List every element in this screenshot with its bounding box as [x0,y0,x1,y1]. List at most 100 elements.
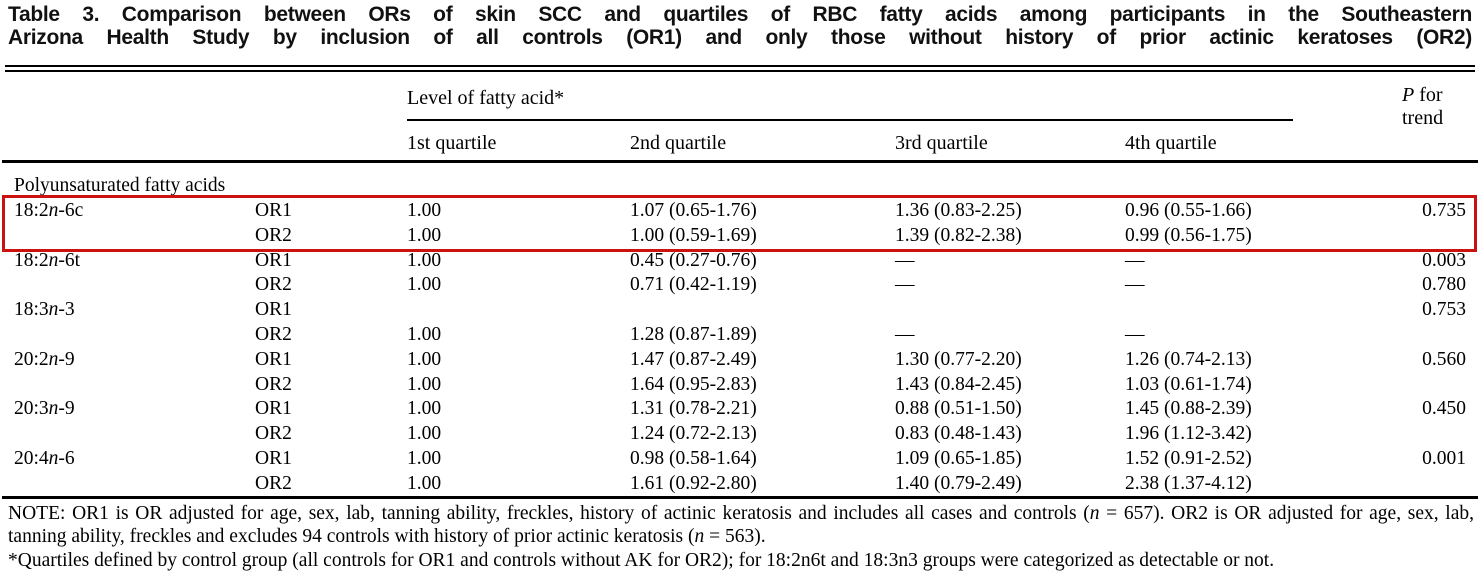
table-row: OR2 1.00 1.28 (0.87-1.89) — — [14,323,1466,348]
or-model-label: OR1 [255,398,292,420]
quartile-2-or-value: 0.98 (0.58-1.64) [630,447,757,469]
table-row: 20:2n-9 OR1 1.00 1.47 (0.87-2.49) 1.30 (0.77… [14,348,1466,373]
p-for-trend-value [1370,373,1466,398]
or-model-label: OR2 [255,323,292,345]
fatty-acid-label [14,273,255,298]
quartile-2-or-value: 1.31 (0.78-2.21) [630,398,757,420]
fatty-acid-label: 18:2n-6c [14,200,84,221]
p-for-trend-value: 0.003 [1422,249,1466,271]
or-model-label: OR2 [255,373,292,395]
fatty-acid-label: 20:2n-9 [14,348,75,370]
column-header-4th-quartile: 4th quartile [1125,132,1217,154]
quartile-2-or-value: 1.47 (0.87-2.49) [630,348,757,370]
asterisk-footnote-text: *Quartiles defined by control group (all… [8,549,1275,571]
quartile-4-or-value: 1.45 (0.88-2.39) [1125,398,1252,420]
section-row-polyunsaturated: Polyunsaturated fatty acids [14,175,226,196]
or-model-label: OR1 [255,348,292,370]
p-for-trend-line-1: P for [1402,84,1443,106]
quartile-3-or-value [895,298,1125,323]
quartile-3-or-value: — [895,249,915,271]
quartile-4-or-value: 1.03 (0.61-1.74) [1125,373,1252,395]
quartile-1-or-value: 1.00 [407,423,442,445]
table-row: OR2 1.00 1.00 (0.59-1.69) 1.39 (0.82-2.38) 0… [14,224,1466,249]
quartile-1-or-value: 1.00 [407,348,442,370]
quartile-1-or-value: 1.00 [407,447,442,469]
quartile-2-or-value: 1.07 (0.65-1.76) [630,200,757,221]
quartile-3-or-value: 0.88 (0.51-1.50) [895,398,1022,420]
quartile-4-or-value: 0.99 (0.56-1.75) [1125,224,1252,246]
quartile-3-or-value: 1.09 (0.65-1.85) [895,447,1022,469]
p-for-trend-value: 0.753 [1422,299,1466,321]
red-highlight-annotation-box [2,195,1477,252]
quartile-2-or-value: 1.61 (0.92-2.80) [630,472,757,494]
p-for-trend-value [1370,472,1466,497]
quartile-3-or-value: 1.40 (0.79-2.49) [895,472,1022,494]
quartile-3-or-value: — [895,274,915,296]
or-model-label: OR1 [255,249,292,271]
table-title-line-2: Arizona Health Study by inclusion of all… [8,26,1472,49]
table-row: OR2 1.00 1.61 (0.92-2.80) 1.40 (0.79-2.49) 2… [14,472,1466,497]
fatty-acid-label: 18:3n-3 [14,299,75,321]
column-header-3rd-quartile: 3rd quartile [895,132,988,154]
p-for-trend-value: 0.735 [1422,200,1466,221]
quartile-1-or-value: 1.00 [407,274,442,296]
fatty-acid-label [14,323,255,348]
fatty-acid-label [14,373,255,398]
or-model-label: OR1 [255,200,292,221]
column-group-header-level-of-fatty-acid: Level of fatty acid* [407,87,565,109]
quartile-1-or-value: 1.00 [407,249,442,271]
column-group-underline [407,119,1293,121]
quartile-1-or-value: 1.00 [407,373,442,395]
quartile-2-or-value: 1.24 (0.72-2.13) [630,423,757,445]
quartile-1-or-value: 1.00 [407,472,442,494]
quartile-4-or-value: — [1125,323,1145,345]
footnotes: NOTE: OR1 is OR adjusted for age, sex, l… [8,502,1474,572]
table-row: 18:2n-6c OR1 1.00 1.07 (0.65-1.76) 1.36 (0.8… [14,199,1466,224]
or-model-label: OR2 [255,224,292,246]
quartile-1-or-value: 1.00 [407,398,442,420]
quartile-2-or-value: 1.64 (0.95-2.83) [630,373,757,395]
quartile-2-or-value: 0.71 (0.42-1.19) [630,274,757,296]
quartile-2-or-value [630,298,895,323]
quartile-3-or-value: — [895,323,915,345]
quartile-2-or-value: 1.00 (0.59-1.69) [630,224,757,246]
or-model-label: OR1 [255,299,292,321]
p-for-trend-value: 0.780 [1422,274,1466,296]
table-title-line-1: Table 3. Comparison between ORs of skin … [8,3,1472,26]
fatty-acid-label: 18:2n-6t [14,249,81,271]
quartile-3-or-value: 1.30 (0.77-2.20) [895,348,1022,370]
table-title: Table 3. Comparison between ORs of skin … [8,3,1472,49]
note-text: NOTE: OR1 is OR adjusted for age, sex, l… [8,503,1474,548]
or-model-label: OR1 [255,447,292,469]
or-model-label: OR2 [255,274,292,296]
column-header-p-for-trend: P for trend [1402,84,1468,130]
table-row: 20:4n-6 OR1 1.00 0.98 (0.58-1.64) 1.09 (0.65… [14,447,1466,472]
table-row: OR2 1.00 1.64 (0.95-2.83) 1.43 (0.84-2.45) 1… [14,373,1466,398]
quartile-3-or-value: 1.36 (0.83-2.25) [895,200,1022,221]
quartile-3-or-value: 0.83 (0.48-1.43) [895,423,1022,445]
or-model-label: OR2 [255,472,292,494]
quartile-1-or-value: 1.00 [407,200,442,221]
table-row: OR2 1.00 1.24 (0.72-2.13) 0.83 (0.48-1.43) 1… [14,422,1466,447]
table-row: 20:3n-9 OR1 1.00 1.31 (0.78-2.21) 0.88 (0.51… [14,397,1466,422]
quartile-3-or-value: 1.39 (0.82-2.38) [895,224,1022,246]
fatty-acid-label: 20:3n-9 [14,398,75,420]
p-for-trend-value [1370,422,1466,447]
table-row: 18:3n-3 OR1 0.753 [14,298,1466,323]
quartile-3-or-value: 1.43 (0.84-2.45) [895,373,1022,395]
quartile-4-or-value: 1.26 (0.74-2.13) [1125,348,1252,370]
table-row: OR2 1.00 0.71 (0.42-1.19) — — 0.780 [14,273,1466,298]
quartile-4-or-value: 0.96 (0.55-1.66) [1125,200,1252,221]
column-header-1st-quartile: 1st quartile [407,132,497,154]
p-for-trend-value: 0.560 [1422,348,1466,370]
quartile-1-or-value: 1.00 [407,323,442,345]
fatty-acids-table: Polyunsaturated fatty acids 18:2n-6c OR1 1… [14,172,1466,497]
table-bottom-rule [2,496,1478,499]
quartile-4-or-value: — [1125,274,1145,296]
fatty-acid-label [14,422,255,447]
quartile-4-or-value: 1.96 (1.12-3.42) [1125,423,1252,445]
p-for-trend-value: 0.450 [1422,398,1466,420]
p-for-trend-value: 0.001 [1422,447,1466,469]
quartile-4-or-value: 2.38 (1.37-4.12) [1125,472,1252,494]
